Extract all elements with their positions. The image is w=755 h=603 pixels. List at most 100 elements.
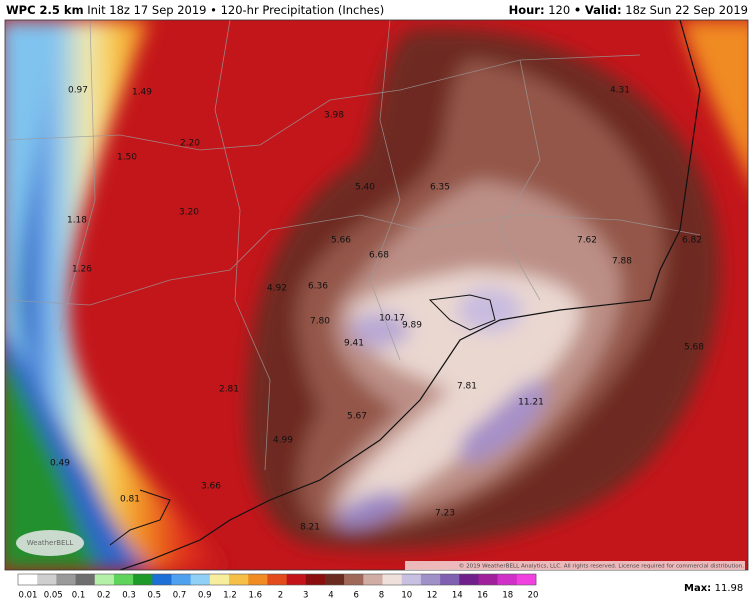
colorbar-label: 0.2 <box>97 591 111 601</box>
colorbar-label: 3 <box>303 591 308 601</box>
precip-label: 5.68 <box>684 343 704 353</box>
precip-label: 0.49 <box>50 459 70 469</box>
colorbar-swatch <box>363 574 383 585</box>
precip-label: 9.89 <box>402 321 422 331</box>
colorbar-swatch <box>171 574 191 585</box>
colorbar-swatch <box>248 574 268 585</box>
colorbar-swatch <box>516 574 537 585</box>
colorbar-swatch <box>56 574 76 585</box>
colorbar-label: 0.5 <box>147 591 161 601</box>
colorbar: 0.01 0.05 0.1 0.2 0.3 0.5 0.7 0.9 1.2 1.6 2 3 4 6 8 10 1… <box>17 573 539 601</box>
precip-label: 4.31 <box>610 86 630 96</box>
colorbar-swatch <box>286 574 307 585</box>
precip-label: 1.18 <box>67 216 87 226</box>
precip-label: 3.66 <box>201 482 221 492</box>
logo-badge <box>16 530 84 556</box>
precip-label: 7.80 <box>310 317 330 327</box>
precip-label: 1.26 <box>72 265 92 275</box>
colorbar-label: 0.01 <box>19 591 38 601</box>
precip-label: 6.68 <box>369 251 389 261</box>
precip-label: 7.23 <box>435 509 455 519</box>
colorbar-swatch <box>113 574 134 585</box>
precip-label: 1.49 <box>132 88 152 98</box>
colorbar-swatch <box>133 574 153 585</box>
precip-label: 7.88 <box>612 257 632 267</box>
precip-label: 2.20 <box>180 139 200 149</box>
colorbar-label: 12 <box>427 591 438 601</box>
colorbar-label: 4 <box>328 591 333 601</box>
valid-value: 18z Sun 22 Sep 2019 <box>625 3 748 17</box>
colorbar-swatch <box>37 574 57 585</box>
precip-label: 5.40 <box>355 183 375 193</box>
colorbar-swatch <box>305 574 326 585</box>
colorbar-label: 1.6 <box>248 591 262 601</box>
precip-label: 6.36 <box>308 282 328 292</box>
colorbar-swatch <box>229 574 249 585</box>
colorbar-swatch <box>420 574 441 585</box>
colorbar-swatch <box>190 574 211 585</box>
hour-label: Hour: <box>509 3 545 17</box>
colorbar-swatch <box>344 574 364 585</box>
valid-label: Valid: <box>585 3 622 17</box>
precip-label: 5.66 <box>331 236 351 246</box>
colorbar-label: 2 <box>278 591 283 601</box>
colorbar-label: 6 <box>354 591 359 601</box>
precip-label: 2.81 <box>219 385 239 395</box>
colorbar-label: 1.2 <box>223 591 237 601</box>
colorbar-label: 0.9 <box>198 591 212 601</box>
logo: WeatherBELL <box>27 539 74 547</box>
colorbar-label: 0.05 <box>44 591 63 601</box>
max-label: Max: 11.98 <box>684 583 743 594</box>
precip-label: 4.92 <box>267 284 287 294</box>
precip-label: 0.81 <box>120 495 140 505</box>
header-left: WPC 2.5 km Init 18z 17 Sep 2019 • 120-hr… <box>6 3 384 17</box>
precip-label: 0.97 <box>68 86 88 96</box>
precip-label: 8.21 <box>300 523 320 533</box>
precip-label: 1.50 <box>117 153 137 163</box>
colorbar-swatch <box>18 574 38 585</box>
map <box>5 20 748 570</box>
precip-label: 10.17 <box>379 314 405 324</box>
colorbar-swatch <box>209 574 230 585</box>
colorbar-label: 18 <box>502 591 513 601</box>
colorbar-label: 0.1 <box>72 591 86 601</box>
colorbar-label: 16 <box>477 591 488 601</box>
copyright: © 2019 WeatherBELL Analytics, LLC. All r… <box>459 563 744 570</box>
init-info: Init 18z 17 Sep 2019 • 120-hr Precipitat… <box>87 3 384 17</box>
colorbar-label: 14 <box>452 591 463 601</box>
colorbar-swatch <box>401 574 422 585</box>
colorbar-swatch <box>497 574 518 585</box>
precip-label: 6.82 <box>682 236 702 246</box>
colorbar-label: 0.7 <box>173 591 187 601</box>
precip-label: 4.99 <box>273 436 293 446</box>
colorbar-frame <box>17 573 537 586</box>
colorbar-swatch <box>440 574 460 585</box>
colorbar-label: 0.3 <box>122 591 136 601</box>
hour-value: 120 <box>548 3 570 17</box>
max-label-text: Max: <box>684 583 711 594</box>
precip-label: 3.20 <box>179 208 199 218</box>
precip-label: 5.67 <box>347 412 367 422</box>
separator: • <box>574 3 581 17</box>
header-right: Hour: 120 • Valid: 18z Sun 22 Sep 2019 <box>509 3 748 17</box>
colorbar-swatch <box>478 574 498 585</box>
colorbar-swatch <box>75 574 96 585</box>
colorbar-label: 10 <box>401 591 412 601</box>
colorbar-swatch <box>459 574 479 585</box>
copyright-bg <box>405 561 745 570</box>
colorbar-label: 8 <box>379 591 384 601</box>
colorbar-swatch <box>267 574 287 585</box>
colorbar-swatch <box>382 574 403 585</box>
precip-label: 7.81 <box>457 382 477 392</box>
precip-label: 3.98 <box>324 111 344 121</box>
colorbar-label: 20 <box>528 591 539 601</box>
precip-label: 11.21 <box>518 398 544 408</box>
colorbar-swatch <box>324 574 345 585</box>
precip-label: 7.62 <box>577 236 597 246</box>
model-name: WPC 2.5 km <box>6 3 84 17</box>
precip-label: 9.41 <box>344 339 364 349</box>
colorbar-swatch <box>152 574 172 585</box>
precip-label: 6.35 <box>430 183 450 193</box>
max-value: 11.98 <box>715 583 744 594</box>
